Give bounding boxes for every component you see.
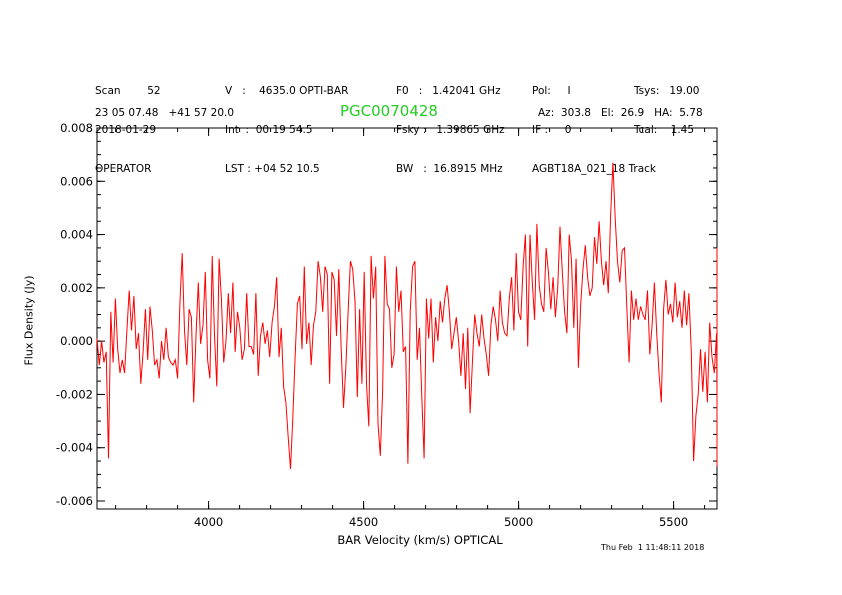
x-tick-label: 4000 xyxy=(194,515,223,529)
header-col-tsys: Tsys: 19.00 Tcal: 1.45 xyxy=(634,59,699,150)
az-el-ha: Az: 303.8 El: 26.9 HA: 5.78 xyxy=(538,107,703,119)
bandwidth: BW : 16.8915 MHz xyxy=(396,163,503,175)
sky-frequency: Fsky : 1.39865 GHz xyxy=(396,124,505,136)
y-tick-label: -0.004 xyxy=(56,441,93,455)
tcal-value: Tcal: 1.45 xyxy=(634,124,695,136)
y-axis-label: Flux Density (Jy) xyxy=(22,275,36,366)
y-tick-labels: 0.008 0.006 0.004 0.002 0.000 -0.002 -0.004 -0.… xyxy=(56,121,93,508)
y-tick-label: 0.008 xyxy=(60,121,93,135)
operator-label: OPERATOR xyxy=(95,163,152,175)
project-id: AGBT18A_021_18 Track xyxy=(532,163,657,175)
header-col-velocity: V : 4635.0 OPTI-BAR Int : 00 19 54.5 LST… xyxy=(225,59,348,189)
spectrum-line xyxy=(96,162,718,470)
scan-number: Scan 52 xyxy=(95,85,161,97)
y-tick-label: 0.004 xyxy=(60,228,93,242)
x-axis-label: BAR Velocity (km/s) OPTICAL xyxy=(337,533,503,547)
source-title: PGC0070428 xyxy=(340,102,438,120)
y-tick-label: 0.000 xyxy=(60,334,93,348)
x-tick-label: 5500 xyxy=(659,515,688,529)
if-number: IF : 0 xyxy=(532,124,572,136)
axis-ticks xyxy=(97,127,717,509)
y-tick-label: 0.002 xyxy=(60,281,93,295)
header-col-pol: Pol: I IF : 0 AGBT18A_021_18 Track xyxy=(532,59,656,189)
rest-frequency: F0 : 1.42041 GHz xyxy=(396,85,501,97)
x-tick-labels: 4000 4500 5000 5500 xyxy=(194,515,688,529)
plot-timestamp: Thu Feb 1 11:48:11 2018 xyxy=(601,543,705,552)
header-col-scan: Scan 52 2018-01-29 OPERATOR xyxy=(95,59,161,189)
integration-time: Int : 00 19 54.5 xyxy=(225,124,313,136)
y-tick-label: -0.006 xyxy=(56,494,93,508)
x-tick-label: 4500 xyxy=(349,515,378,529)
y-tick-label: -0.002 xyxy=(56,387,93,401)
polarization: Pol: I xyxy=(532,85,571,97)
source-coordinates: 23 05 07.48 +41 57 20.0 xyxy=(95,107,235,119)
lst-value: LST : +04 52 10.5 xyxy=(225,163,320,175)
plot-frame xyxy=(96,127,718,510)
y-tick-label: 0.006 xyxy=(60,174,93,188)
velocity-value: V : 4635.0 OPTI-BAR xyxy=(225,85,349,97)
observation-date: 2018-01-29 xyxy=(95,124,157,136)
header-col-frequency: F0 : 1.42041 GHz Fsky : 1.39865 GHz BW :… xyxy=(396,59,505,189)
x-tick-label: 5000 xyxy=(504,515,533,529)
tsys-value: Tsys: 19.00 xyxy=(634,85,700,97)
